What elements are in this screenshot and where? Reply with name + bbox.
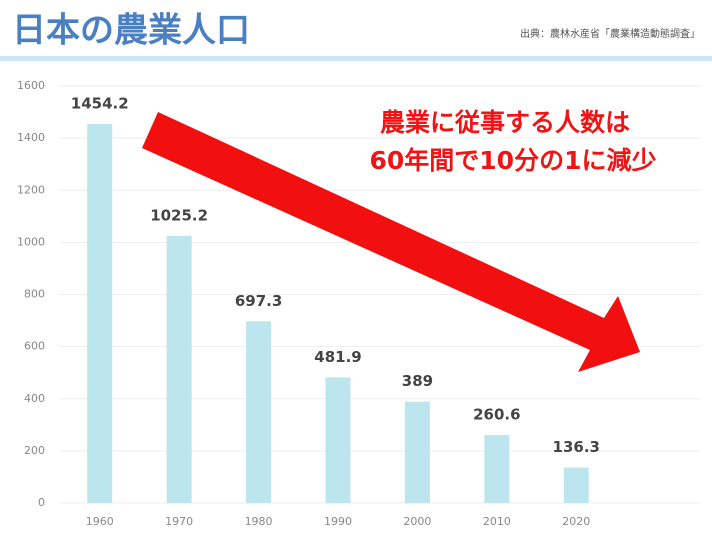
x-tick-label: 2010 bbox=[483, 515, 511, 528]
y-tick-label: 600 bbox=[24, 340, 45, 353]
value-label: 1454.2 bbox=[71, 94, 129, 112]
bar bbox=[246, 321, 272, 503]
x-tick-label: 1990 bbox=[324, 515, 352, 528]
annotation: 農業に従事する人数は bbox=[380, 108, 630, 137]
chart-title: 日本の農業人口 bbox=[12, 11, 250, 51]
x-tick-label: 2020 bbox=[562, 515, 590, 528]
y-tick-label: 0 bbox=[38, 496, 45, 509]
x-tick-label: 1970 bbox=[165, 515, 193, 528]
y-tick-label: 1600 bbox=[17, 79, 45, 92]
value-label: 136.3 bbox=[553, 438, 600, 456]
bar bbox=[404, 401, 430, 503]
annotation: 60年間で10分の1に減少 bbox=[370, 146, 657, 175]
y-tick-label: 1200 bbox=[17, 183, 45, 196]
value-label: 1025.2 bbox=[150, 206, 208, 224]
source: 出典：農林水産省「農業構造動態調査」 bbox=[520, 27, 700, 40]
x-tick-label: 1980 bbox=[245, 515, 273, 528]
value-label: 389 bbox=[402, 372, 433, 390]
title-underline bbox=[0, 56, 712, 61]
bar bbox=[484, 435, 510, 503]
trend-arrow bbox=[142, 112, 640, 372]
bar bbox=[87, 123, 113, 504]
y-tick-label: 800 bbox=[24, 288, 45, 301]
y-tick-label: 1000 bbox=[17, 235, 45, 248]
x-tick-label: 2000 bbox=[403, 515, 431, 528]
value-label: 260.6 bbox=[473, 406, 520, 424]
bar bbox=[166, 235, 192, 503]
plot: 0 200 400 600 800 1000 1200 1400 1600 1960 1454.2 1… bbox=[17, 79, 700, 528]
y-tick-label: 1400 bbox=[17, 131, 45, 144]
bar bbox=[563, 467, 589, 503]
value-label: 697.3 bbox=[235, 292, 282, 310]
y-tick-label: 200 bbox=[24, 444, 45, 457]
bar bbox=[325, 377, 351, 503]
y-tick-label: 400 bbox=[24, 392, 45, 405]
value-label: 481.9 bbox=[314, 348, 361, 366]
x-tick-label: 1960 bbox=[86, 515, 114, 528]
